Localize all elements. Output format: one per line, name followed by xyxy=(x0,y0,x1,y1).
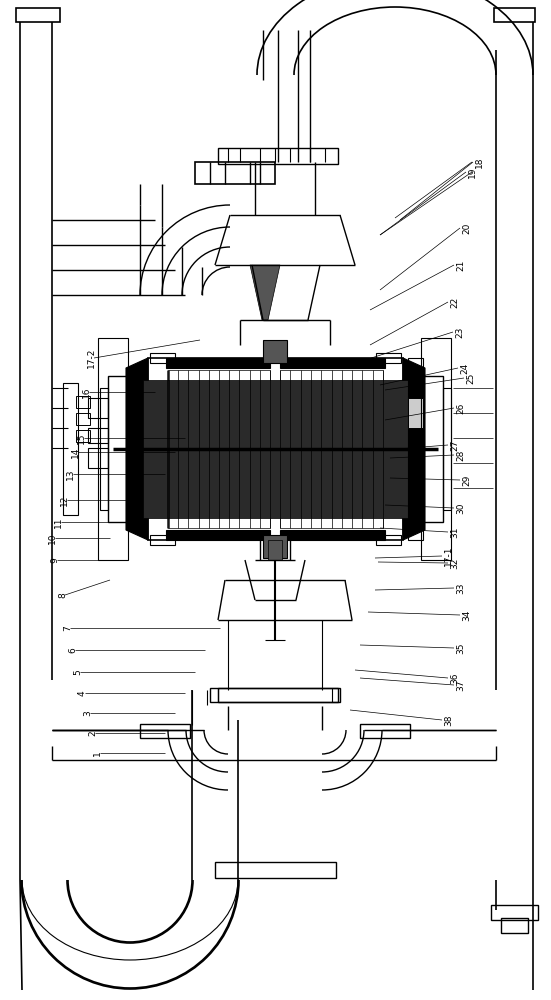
Bar xyxy=(408,398,423,428)
Text: 34: 34 xyxy=(462,609,471,621)
Bar xyxy=(150,535,175,545)
Bar xyxy=(501,918,528,933)
Bar xyxy=(88,428,108,443)
Bar xyxy=(168,370,270,528)
Bar xyxy=(408,358,423,540)
Text: 14: 14 xyxy=(71,446,80,458)
Text: 13: 13 xyxy=(66,468,75,480)
Text: 37: 37 xyxy=(456,679,465,691)
Bar xyxy=(140,724,190,738)
Bar xyxy=(218,148,338,164)
Text: 11: 11 xyxy=(54,516,63,528)
Text: 10: 10 xyxy=(48,532,57,544)
Bar xyxy=(100,388,108,510)
Text: 5: 5 xyxy=(73,669,82,675)
Text: 3: 3 xyxy=(83,710,92,716)
Text: 35: 35 xyxy=(456,642,465,654)
Bar xyxy=(16,8,60,22)
Polygon shape xyxy=(250,265,280,320)
Text: 7: 7 xyxy=(63,625,72,631)
Bar xyxy=(76,413,90,425)
Text: 9: 9 xyxy=(50,557,59,563)
Text: 23: 23 xyxy=(455,326,464,338)
Text: 15: 15 xyxy=(77,432,86,444)
Text: 12: 12 xyxy=(60,494,69,506)
Polygon shape xyxy=(263,340,287,363)
Text: 2: 2 xyxy=(88,730,97,736)
Polygon shape xyxy=(166,530,270,540)
Text: 28: 28 xyxy=(456,449,465,461)
Text: 19: 19 xyxy=(468,166,477,178)
Text: 25: 25 xyxy=(466,372,475,384)
Text: 6: 6 xyxy=(68,647,77,653)
Bar xyxy=(210,688,340,702)
Bar xyxy=(423,376,443,522)
Bar xyxy=(376,353,401,363)
Bar xyxy=(443,388,451,510)
Text: 29: 29 xyxy=(462,474,471,486)
Bar xyxy=(150,353,175,363)
Polygon shape xyxy=(126,358,148,540)
Polygon shape xyxy=(280,530,385,540)
Text: 22: 22 xyxy=(450,296,459,308)
Bar xyxy=(215,862,336,878)
Text: 32: 32 xyxy=(450,557,459,569)
Bar xyxy=(76,430,90,442)
Bar xyxy=(360,724,410,738)
Polygon shape xyxy=(268,540,282,560)
Polygon shape xyxy=(143,380,408,518)
Polygon shape xyxy=(403,358,425,540)
Bar xyxy=(195,162,275,184)
Bar xyxy=(421,338,451,560)
Text: 1: 1 xyxy=(93,750,102,756)
Text: 31: 31 xyxy=(450,526,459,538)
Bar xyxy=(280,370,383,528)
Bar xyxy=(148,358,403,540)
Bar xyxy=(88,398,108,418)
Bar xyxy=(76,396,90,408)
Polygon shape xyxy=(263,535,287,558)
Text: 18: 18 xyxy=(475,156,484,168)
Text: 17-1: 17-1 xyxy=(444,546,453,566)
Text: 30: 30 xyxy=(456,502,465,514)
Bar xyxy=(218,688,338,702)
Text: 38: 38 xyxy=(444,714,453,726)
Text: 27: 27 xyxy=(450,439,459,451)
Bar xyxy=(491,905,538,920)
Bar xyxy=(98,338,128,560)
Bar xyxy=(63,383,78,515)
Text: 21: 21 xyxy=(456,259,465,271)
Text: 4: 4 xyxy=(78,690,87,696)
Text: 36: 36 xyxy=(450,672,459,684)
Polygon shape xyxy=(166,358,270,368)
Text: 17-2: 17-2 xyxy=(87,348,96,368)
Text: 20: 20 xyxy=(462,222,471,234)
Polygon shape xyxy=(280,358,385,368)
Bar xyxy=(376,535,401,545)
Text: 8: 8 xyxy=(58,592,67,598)
Text: 16: 16 xyxy=(82,386,91,398)
Text: 26: 26 xyxy=(456,402,465,414)
Text: 33: 33 xyxy=(456,582,465,594)
Bar xyxy=(108,376,128,522)
Text: 24: 24 xyxy=(460,362,469,374)
Bar xyxy=(88,448,108,468)
Bar xyxy=(494,8,535,22)
